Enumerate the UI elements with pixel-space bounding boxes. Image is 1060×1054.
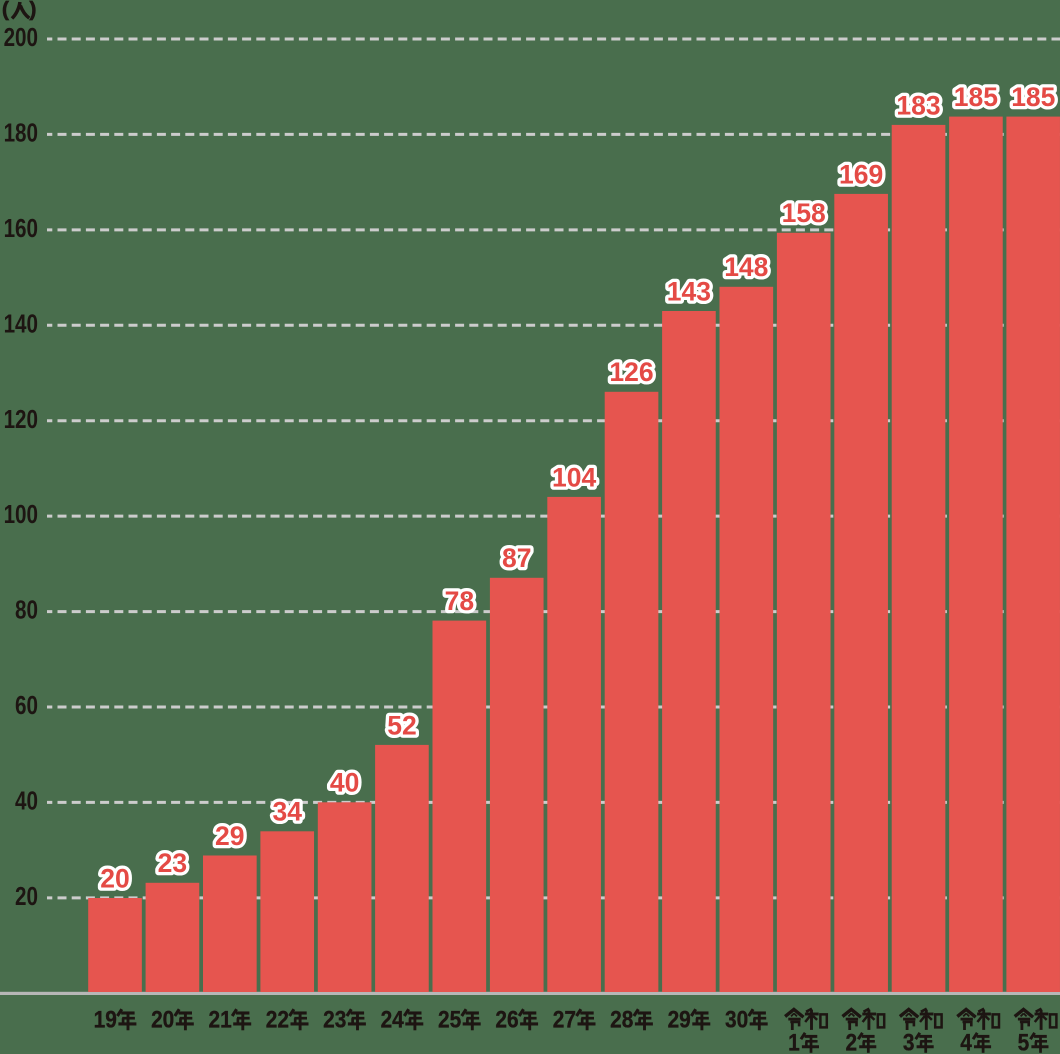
svg-text:100: 100 [4, 500, 38, 529]
svg-text:20: 20 [151, 1006, 174, 1033]
svg-text:20: 20 [15, 882, 38, 911]
svg-text:26: 26 [495, 1006, 518, 1033]
svg-text:30: 30 [725, 1006, 748, 1033]
svg-text:148: 148 [724, 252, 768, 282]
svg-text:29: 29 [215, 821, 244, 851]
svg-text:27: 27 [553, 1006, 576, 1033]
svg-text:24: 24 [381, 1006, 405, 1033]
svg-text:140: 140 [4, 309, 38, 338]
svg-text:21: 21 [208, 1006, 231, 1033]
svg-text:120: 120 [4, 405, 38, 434]
svg-text:143: 143 [667, 276, 711, 306]
svg-text:34: 34 [272, 797, 302, 827]
svg-text:126: 126 [609, 357, 653, 387]
svg-text:104: 104 [552, 462, 596, 492]
svg-text:180: 180 [4, 118, 38, 147]
svg-text:23: 23 [323, 1006, 346, 1033]
svg-text:185: 185 [1011, 82, 1055, 112]
svg-text:78: 78 [445, 586, 474, 616]
svg-text:19: 19 [94, 1006, 117, 1033]
svg-text:185: 185 [954, 82, 998, 112]
svg-text:): ) [30, 0, 37, 21]
svg-text:80: 80 [15, 596, 38, 625]
svg-text:183: 183 [896, 90, 940, 120]
svg-text:40: 40 [15, 786, 38, 815]
svg-text:200: 200 [4, 23, 38, 52]
svg-text:(: ( [2, 0, 9, 21]
svg-text:25: 25 [438, 1006, 461, 1033]
svg-text:40: 40 [330, 768, 359, 798]
svg-text:29: 29 [668, 1006, 691, 1033]
svg-text:3: 3 [903, 1029, 915, 1054]
svg-text:2: 2 [845, 1029, 857, 1054]
svg-text:23: 23 [158, 848, 187, 878]
svg-text:158: 158 [782, 198, 826, 228]
svg-text:160: 160 [4, 214, 38, 243]
svg-text:4: 4 [960, 1029, 972, 1054]
svg-text:169: 169 [839, 159, 883, 189]
svg-text:20: 20 [100, 863, 129, 893]
svg-text:28: 28 [610, 1006, 633, 1033]
svg-text:52: 52 [387, 710, 416, 740]
svg-text:1: 1 [788, 1029, 800, 1054]
svg-text:60: 60 [15, 691, 38, 720]
svg-text:87: 87 [502, 543, 531, 573]
svg-text:5: 5 [1018, 1029, 1030, 1054]
svg-text:22: 22 [266, 1006, 289, 1033]
